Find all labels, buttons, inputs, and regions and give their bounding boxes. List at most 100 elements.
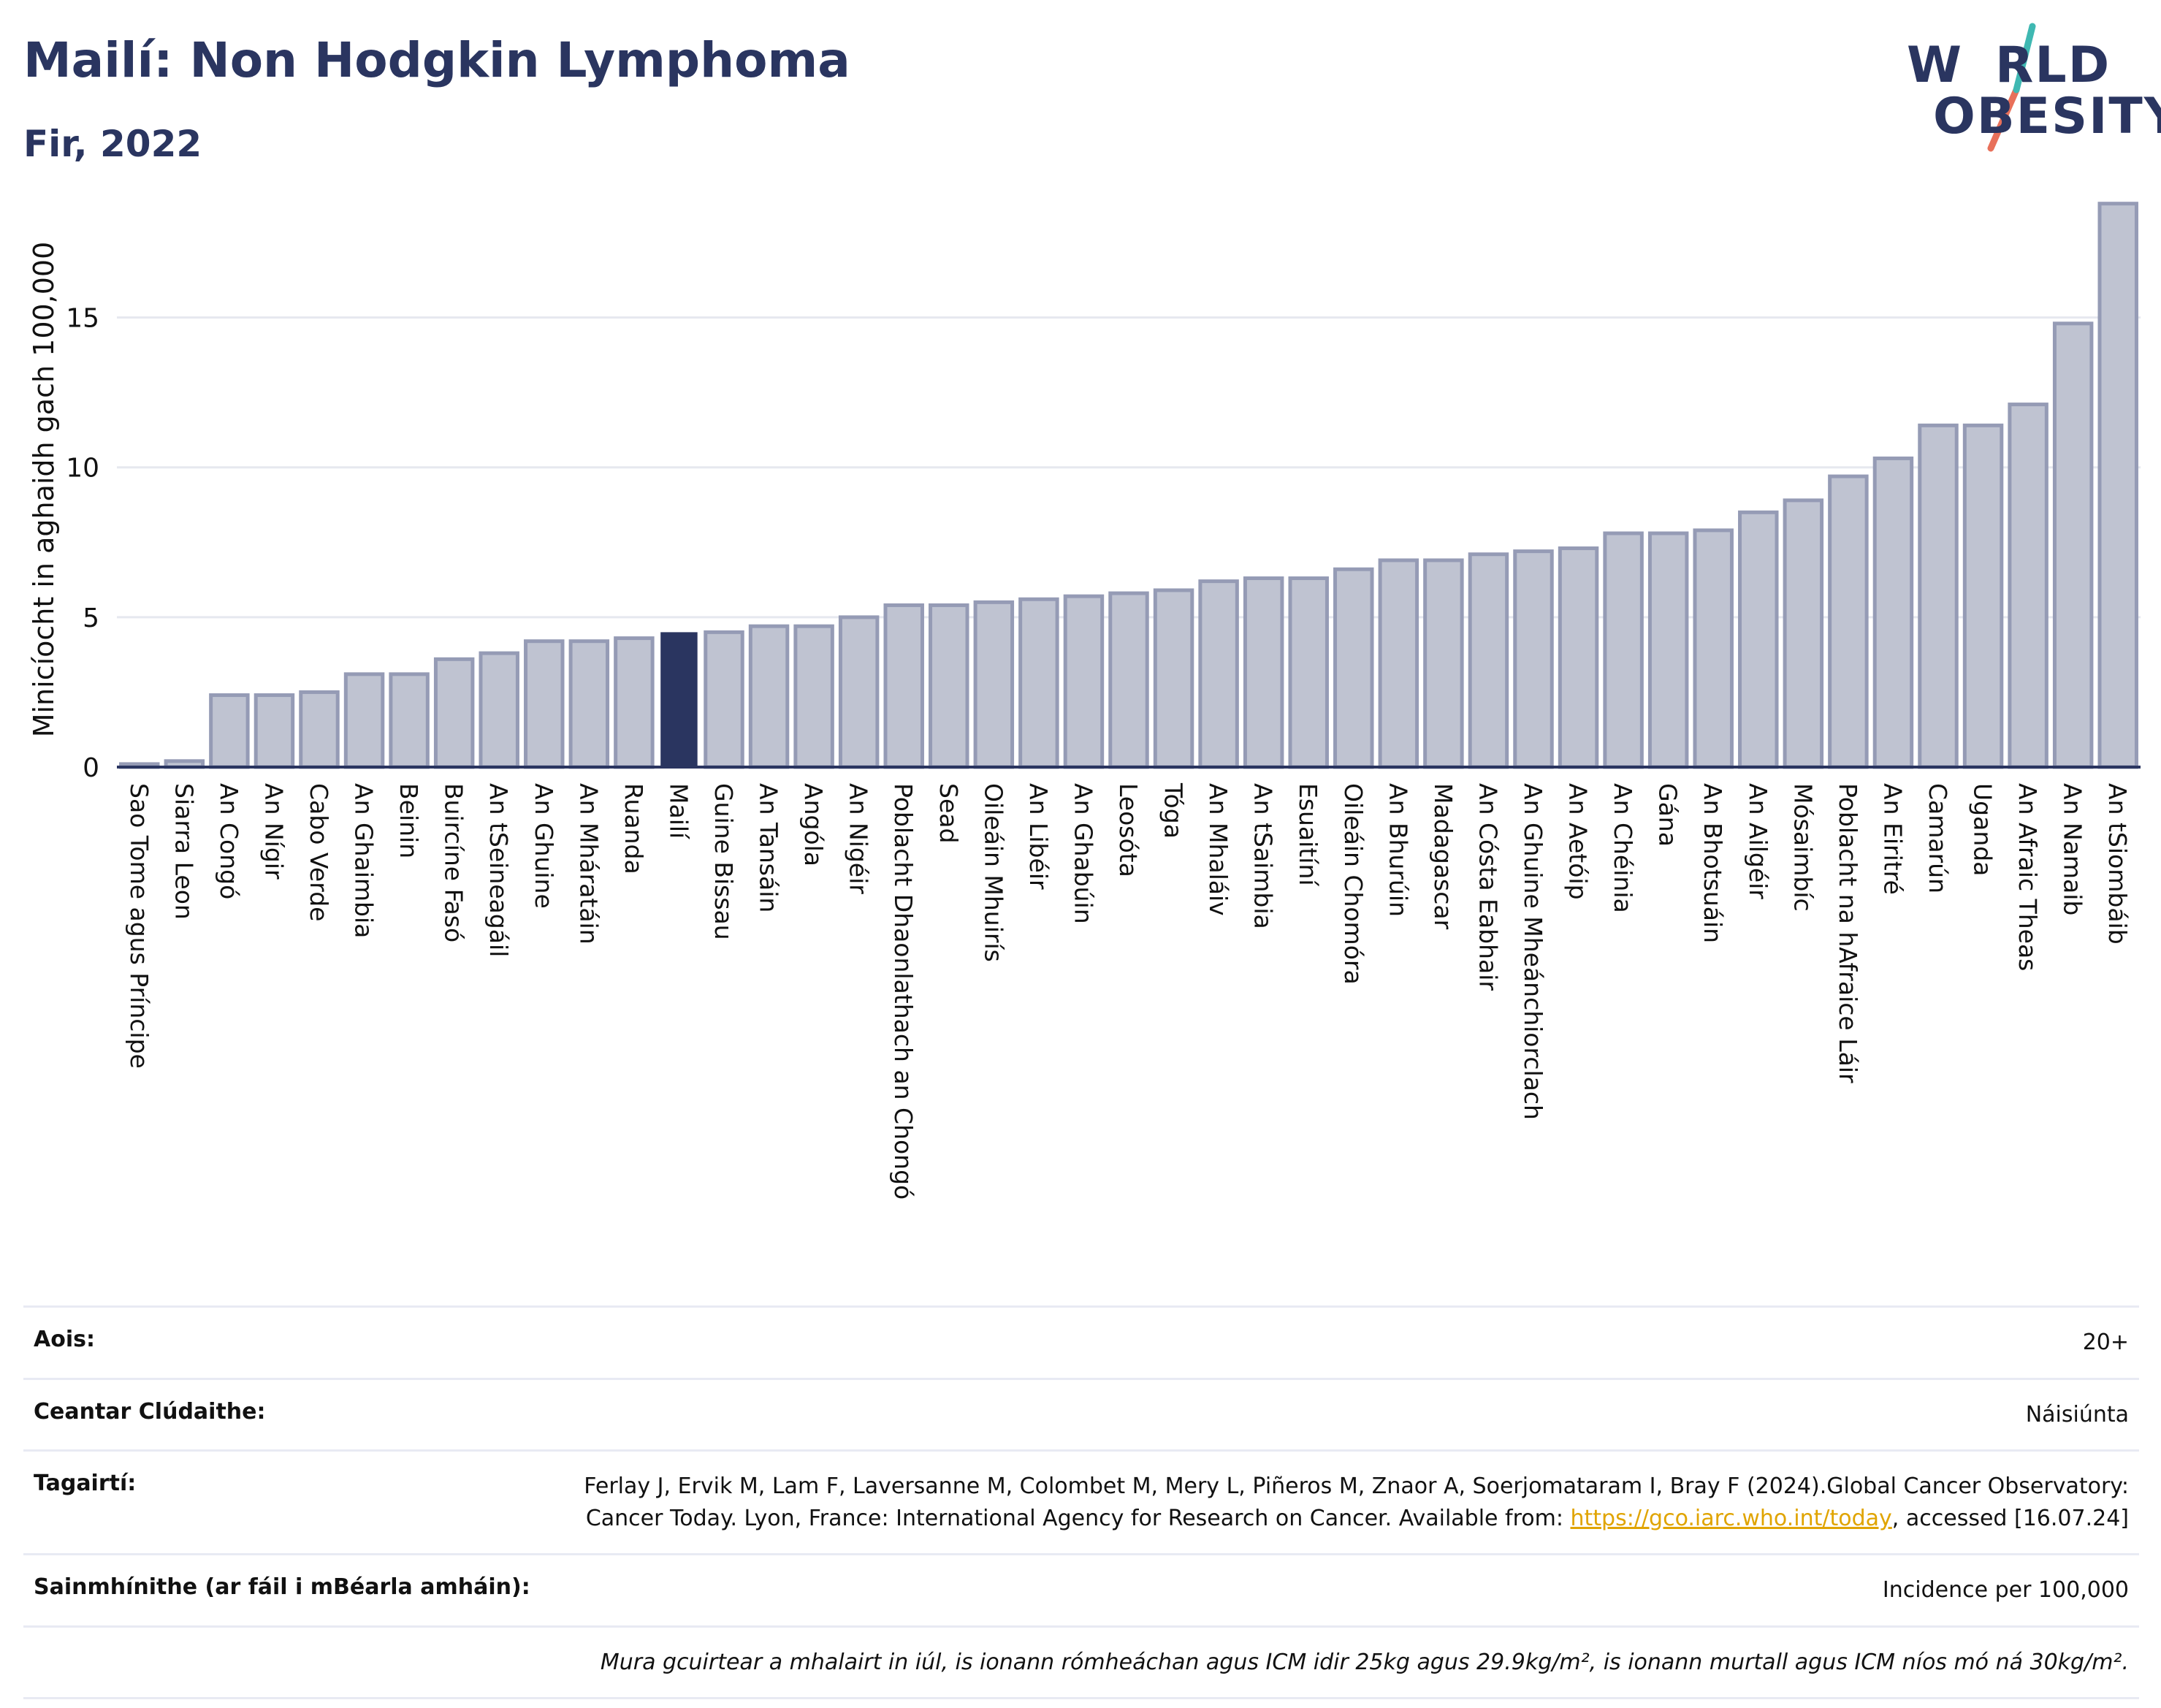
bar <box>2008 403 2048 769</box>
bar <box>433 657 475 769</box>
x-tick-label: An Ailgéir <box>1744 783 1772 899</box>
definitions-label: Sainmhínithe (ar fáil i mBéarla amháin): <box>34 1574 530 1600</box>
x-tick-label: Ruanda <box>620 783 648 874</box>
reference-text: Ferlay J, Ervik M, Lam F, Laversanne M, … <box>584 1473 2129 1531</box>
bar <box>793 624 834 769</box>
bar <box>929 603 969 769</box>
bar <box>1647 531 1689 769</box>
bar <box>1468 552 1509 769</box>
x-tick-label: An Nigéir <box>845 783 873 894</box>
bar-highlight <box>660 632 698 767</box>
bar <box>1333 567 1374 769</box>
x-tick-label: An Congó <box>215 783 243 899</box>
bar <box>1423 558 1464 769</box>
bar <box>1558 546 1599 769</box>
bar <box>343 672 385 769</box>
x-tick-label: Madagascar <box>1429 783 1457 930</box>
x-tick-label: Gána <box>1654 783 1682 847</box>
obesity-definition-note: Mura gcuirtear a mhalairt in iúl, is ion… <box>600 1649 2129 1675</box>
y-tick-label: 15 <box>66 304 99 334</box>
x-tick-label: An Cósta Eabhair <box>1474 783 1502 991</box>
bar <box>883 603 924 769</box>
x-tick-label: An tSiombáib <box>2103 783 2132 945</box>
info-row-definitions: Sainmhínithe (ar fáil i mBéarla amháin):… <box>23 1553 2139 1625</box>
bar <box>479 651 519 769</box>
x-tick-label: Sead <box>934 783 963 843</box>
chart-title: Mailí: Non Hodgkin Lymphoma <box>23 32 850 88</box>
x-tick-label: An Libéir <box>1024 783 1053 890</box>
logo-line-2: OBESITY <box>1933 88 2161 145</box>
chart-subtitle: Fir, 2022 <box>23 123 202 165</box>
bar <box>1198 579 1239 769</box>
x-tick-label: Oileáin Mhuirís <box>979 783 1007 962</box>
y-tick-label: 5 <box>83 603 99 633</box>
bar <box>1693 528 1734 769</box>
bar <box>209 693 250 769</box>
bar <box>1378 558 1419 769</box>
bar <box>1108 591 1149 769</box>
x-tick-label: An Eiritré <box>1878 783 1907 895</box>
y-tick-label: 10 <box>66 454 99 484</box>
bar <box>254 693 295 769</box>
bar <box>568 639 610 769</box>
area-value: Náisiúnta <box>2025 1401 2129 1427</box>
bar <box>1153 588 1194 769</box>
bar <box>524 639 565 769</box>
x-tick-label: Buircíne Fasó <box>440 783 468 942</box>
bar <box>1783 498 1824 769</box>
bar <box>299 690 340 769</box>
bar <box>1738 510 1779 769</box>
bar <box>1063 594 1105 769</box>
bar <box>1962 423 2004 769</box>
x-tick-label: Angóla <box>799 783 828 866</box>
x-tick-label: An tSeineagáil <box>484 783 513 957</box>
logo-line-1: W RLD <box>1907 37 2111 94</box>
x-tick-label: Beinin <box>395 783 423 858</box>
x-tick-label: Leosóta <box>1114 783 1143 877</box>
bar <box>1288 576 1329 769</box>
bar <box>838 615 880 769</box>
bar <box>614 636 655 769</box>
x-tick-label: Tóga <box>1159 782 1188 839</box>
age-value: 20+ <box>2082 1330 2129 1355</box>
x-tick-label: Uganda <box>1969 783 1997 876</box>
bar <box>389 672 430 769</box>
logo-slash-icon <box>1987 23 2036 152</box>
x-tick-label: Sao Tome agus Príncipe <box>125 783 153 1069</box>
x-tick-label: Mósaimbíc <box>1788 783 1817 912</box>
x-tick-label: An Nígir <box>259 783 288 880</box>
x-tick-label: An Ghabúin <box>1069 783 1097 924</box>
reference-accessed: , accessed [16.07.24] <box>1891 1505 2129 1531</box>
x-tick-label: An Ghuine <box>530 783 558 909</box>
bar <box>704 630 744 769</box>
x-tick-label: Camarún <box>1924 783 1952 893</box>
x-tick-label: Guine Bissau <box>709 783 738 940</box>
references-value: Ferlay J, Ervik M, Lam F, Laversanne M, … <box>522 1471 2129 1534</box>
x-tick-label: An Tansáin <box>755 783 783 912</box>
x-tick-label: Oileáin Chomóra <box>1339 783 1368 985</box>
x-tick-label: An Bhotsuáin <box>1699 783 1727 943</box>
x-tick-label: Siarra Leon <box>169 783 198 920</box>
age-label: Aois: <box>34 1327 95 1352</box>
info-row-age: Aois: 20+ <box>23 1305 2139 1378</box>
x-tick-label: An Aetóip <box>1564 783 1593 900</box>
x-tick-label: Mailí <box>664 783 693 840</box>
x-tick-label: Poblacht na hAfraice Láir <box>1834 783 1862 1083</box>
bar <box>973 600 1015 769</box>
info-table: Aois: 20+ Ceantar Clúdaithe: Náisiúnta T… <box>23 1305 2139 1699</box>
x-tick-label: An tSaimbia <box>1249 783 1278 929</box>
info-row-area: Ceantar Clúdaithe: Náisiúnta <box>23 1377 2139 1450</box>
x-tick-label: Cabo Verde <box>305 783 333 921</box>
y-tick-label: 0 <box>83 753 99 783</box>
x-tick-label: An Mháratáin <box>574 783 603 945</box>
definitions-value: Incidence per 100,000 <box>1882 1577 2129 1603</box>
reference-link[interactable]: https://gco.iarc.who.int/today <box>1570 1505 1892 1531</box>
x-tick-label: Esuaitíní <box>1294 783 1322 887</box>
x-tick-label: An Mhaláiv <box>1204 783 1232 916</box>
bar <box>2097 202 2138 769</box>
bar <box>1243 576 1284 769</box>
x-tick-label: An Namaib <box>2059 783 2087 915</box>
bar <box>748 624 790 769</box>
x-tick-label: An Ghuine Mheánchiorclach <box>1519 783 1547 1120</box>
bar <box>2052 321 2094 769</box>
